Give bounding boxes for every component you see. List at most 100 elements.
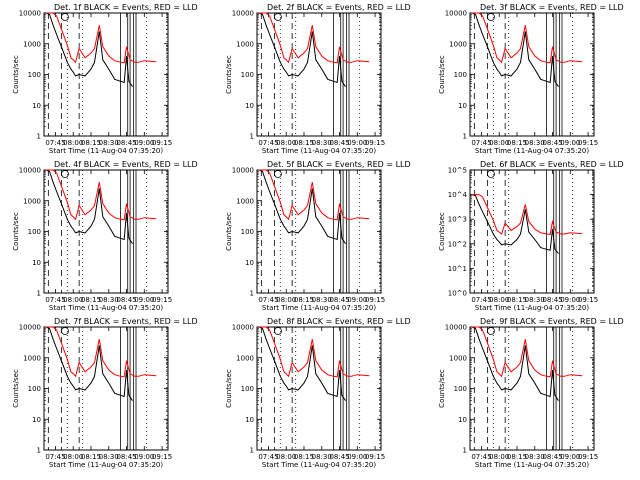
attenuator-marker xyxy=(274,170,282,178)
x-tick-label: 09:00 xyxy=(560,453,580,461)
x-tick-label: 08:15 xyxy=(294,453,314,461)
panel-det-9: Det. 9f BLACK = Events, RED = LLD 1 10 100 1… xyxy=(438,317,624,469)
y-tick-label: 10000 xyxy=(232,10,254,18)
events-series-line xyxy=(45,326,133,401)
attenuator-marker xyxy=(487,13,495,21)
y-tick-label: 1000 xyxy=(236,197,254,205)
panel-title: Det. 3f BLACK = Events, RED = LLD xyxy=(480,3,624,12)
y-axis-label: Counts/sec xyxy=(438,212,446,251)
attenuator-marker xyxy=(61,170,69,178)
y-tick-label: 100 xyxy=(241,385,254,393)
y-tick-label: 100 xyxy=(241,228,254,236)
x-tick-label: 08:00 xyxy=(489,453,509,461)
y-axis-label: Counts/sec xyxy=(12,212,20,251)
x-tick-label: 08:30 xyxy=(99,139,119,147)
y-tick-label: 10000 xyxy=(445,324,467,332)
x-tick-label: 07:45 xyxy=(471,139,491,147)
y-tick-label: 10 xyxy=(32,416,41,424)
x-tick-label: 08:00 xyxy=(489,296,509,304)
x-tick-label: 08:00 xyxy=(276,453,296,461)
y-tick-label: 1 xyxy=(37,290,41,298)
events-series-line xyxy=(258,326,346,401)
y-tick-label: 10000 xyxy=(445,10,467,18)
x-tick-label: 09:00 xyxy=(347,453,367,461)
panel-det-7: Det. 7f BLACK = Events, RED = LLD 1 10 100 1… xyxy=(12,317,198,469)
events-series-line xyxy=(471,194,559,254)
x-tick-label: 08:15 xyxy=(507,139,527,147)
lld-series-line xyxy=(259,169,370,221)
x-axis-label: Start Time (11-Aug-04 07:35:20) xyxy=(475,147,589,155)
y-tick-label: 10000 xyxy=(19,324,41,332)
x-tick-label: 09:15 xyxy=(578,139,598,147)
y-tick-label: 100 xyxy=(241,71,254,79)
y-axis-label: Counts/sec xyxy=(225,55,233,94)
y-tick-label: 1000 xyxy=(236,40,254,48)
x-tick-label: 08:45 xyxy=(116,296,136,304)
y-tick-label: 100 xyxy=(28,228,41,236)
x-tick-label: 09:00 xyxy=(134,139,154,147)
y-tick-label: 10000 xyxy=(19,167,41,175)
y-axis-label: Counts/sec xyxy=(12,55,20,94)
y-tick-label: 10 xyxy=(245,416,254,424)
x-tick-label: 09:00 xyxy=(134,296,154,304)
x-tick-label: 08:45 xyxy=(542,296,562,304)
y-tick-label: 100 xyxy=(454,385,467,393)
y-tick-label: 10^1 xyxy=(448,265,467,273)
y-tick-label: 10000 xyxy=(232,167,254,175)
y-tick-label: 100 xyxy=(454,71,467,79)
x-tick-label: 07:45 xyxy=(45,139,65,147)
panel-det-3: Det. 3f BLACK = Events, RED = LLD 1 10 100 1… xyxy=(438,3,624,155)
y-tick-label: 10^5 xyxy=(448,167,467,175)
y-tick-label: 10^3 xyxy=(448,216,467,224)
x-tick-label: 07:45 xyxy=(258,139,278,147)
events-series-line xyxy=(45,12,133,87)
x-tick-label: 09:15 xyxy=(365,139,385,147)
lld-series-line xyxy=(472,326,583,378)
panel-title: Det. 2f BLACK = Events, RED = LLD xyxy=(267,3,411,12)
y-tick-label: 10^0 xyxy=(448,290,467,298)
y-tick-label: 10^2 xyxy=(448,240,467,248)
y-tick-label: 10 xyxy=(458,102,467,110)
lld-series-line xyxy=(46,326,157,378)
x-tick-label: 09:15 xyxy=(152,453,172,461)
panel-det-2: Det. 2f BLACK = Events, RED = LLD 1 10 100 1… xyxy=(225,3,411,155)
y-tick-label: 10000 xyxy=(19,10,41,18)
x-tick-label: 08:00 xyxy=(63,296,83,304)
x-tick-label: 08:15 xyxy=(81,453,101,461)
x-axis-label: Start Time (11-Aug-04 07:35:20) xyxy=(49,461,163,469)
x-tick-label: 07:45 xyxy=(45,296,65,304)
y-tick-label: 10 xyxy=(32,259,41,267)
y-tick-label: 1 xyxy=(37,447,41,455)
y-tick-label: 10^4 xyxy=(448,191,468,199)
y-tick-label: 100 xyxy=(28,71,41,79)
panel-det-6: Det. 6f BLACK = Events, RED = LLD 10^0 10^… xyxy=(438,160,624,312)
x-tick-label: 09:00 xyxy=(347,296,367,304)
y-tick-label: 1000 xyxy=(236,354,254,362)
x-tick-label: 08:45 xyxy=(116,139,136,147)
y-tick-label: 1 xyxy=(250,133,254,141)
y-axis-label: Counts/sec xyxy=(438,55,446,94)
x-tick-label: 08:45 xyxy=(329,139,349,147)
x-tick-label: 07:45 xyxy=(471,296,491,304)
y-tick-label: 100 xyxy=(28,385,41,393)
y-tick-label: 10 xyxy=(458,416,467,424)
events-series-line xyxy=(258,12,346,87)
x-tick-label: 08:00 xyxy=(276,139,296,147)
events-series-line xyxy=(258,169,346,244)
lld-series-line xyxy=(259,12,370,64)
x-axis-label: Start Time (11-Aug-04 07:35:20) xyxy=(475,461,589,469)
y-tick-label: 1 xyxy=(37,133,41,141)
lld-series-line xyxy=(472,12,583,64)
lld-series-line xyxy=(46,12,157,64)
panel-title: Det. 9f BLACK = Events, RED = LLD xyxy=(480,317,624,326)
x-tick-label: 07:45 xyxy=(258,453,278,461)
attenuator-marker xyxy=(61,13,69,21)
y-tick-label: 1 xyxy=(463,133,467,141)
lld-series-line xyxy=(472,194,583,235)
x-tick-label: 08:00 xyxy=(63,453,83,461)
x-tick-label: 09:00 xyxy=(347,139,367,147)
y-tick-label: 1000 xyxy=(449,40,467,48)
x-tick-label: 08:45 xyxy=(329,453,349,461)
x-tick-label: 08:15 xyxy=(81,139,101,147)
